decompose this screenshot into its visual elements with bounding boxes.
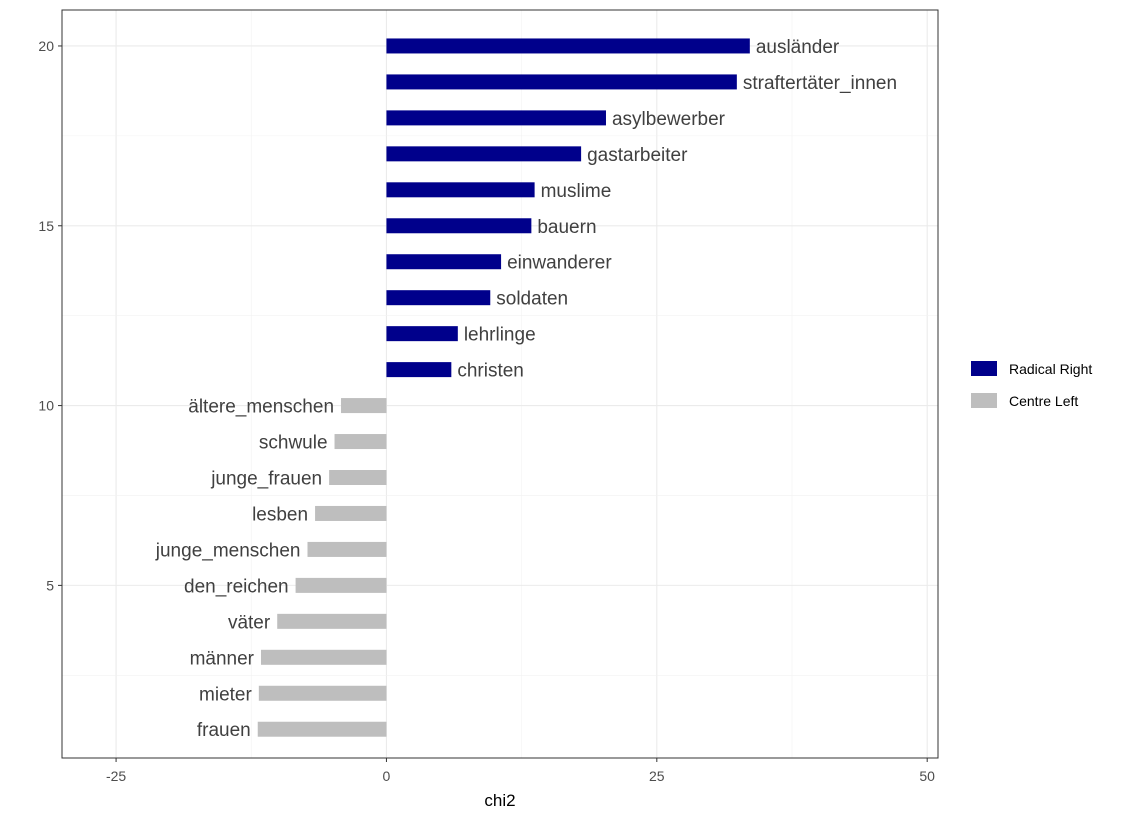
y-tick-label: 5 bbox=[46, 577, 54, 593]
bar bbox=[386, 218, 532, 234]
y-tick-label: 20 bbox=[38, 38, 54, 54]
x-tick-label: 50 bbox=[919, 768, 935, 784]
bar bbox=[386, 74, 737, 90]
bar-label: mieter bbox=[199, 684, 252, 705]
bar-label: bauern bbox=[537, 217, 596, 238]
bar-label: ältere_menschen bbox=[188, 397, 334, 418]
bars bbox=[257, 38, 750, 737]
bar bbox=[334, 434, 387, 450]
x-tick-label: -25 bbox=[106, 768, 126, 784]
y-tick-label: 10 bbox=[38, 398, 54, 414]
x-tick-label: 0 bbox=[383, 768, 391, 784]
bar-label: ausländer bbox=[756, 37, 840, 58]
bar bbox=[329, 470, 387, 485]
bar bbox=[307, 541, 387, 557]
bar-label: christen bbox=[457, 361, 524, 382]
panel-border bbox=[61, 9, 939, 759]
bar-labels: ausländer straftertäter_innen asylbewerber… bbox=[155, 37, 897, 741]
legend-key bbox=[971, 361, 997, 376]
bar-label: schwule bbox=[259, 433, 328, 454]
bar-label: lesben bbox=[252, 504, 308, 525]
bar-label: väter bbox=[228, 612, 271, 633]
y-axis: 5 10 15 20 bbox=[38, 38, 62, 593]
bar bbox=[386, 290, 491, 306]
legend: Radical Right Centre Left bbox=[971, 361, 1092, 409]
bar bbox=[258, 685, 387, 701]
bar bbox=[315, 505, 387, 521]
bar-label: straftertäter_innen bbox=[743, 73, 897, 94]
x-axis-title: chi2 bbox=[484, 791, 515, 810]
bar-label: junge_menschen bbox=[155, 540, 301, 561]
bar-label: muslime bbox=[541, 181, 612, 202]
bar bbox=[386, 182, 535, 198]
x-tick-label: 25 bbox=[649, 768, 665, 784]
bar bbox=[386, 254, 502, 270]
bar-label: einwanderer bbox=[507, 253, 612, 274]
bar bbox=[386, 146, 582, 162]
bar-label: asylbewerber bbox=[612, 109, 726, 130]
legend-label: Centre Left bbox=[1009, 393, 1078, 409]
bar bbox=[386, 110, 606, 126]
bar bbox=[257, 721, 387, 737]
bar bbox=[295, 577, 387, 593]
bar-label: gastarbeiter bbox=[587, 145, 688, 166]
bar-label: frauen bbox=[197, 720, 251, 741]
bar-label: junge_frauen bbox=[210, 469, 322, 490]
bar bbox=[386, 326, 458, 342]
bar bbox=[341, 398, 387, 414]
bar bbox=[260, 649, 387, 665]
bar-label: männer bbox=[190, 648, 255, 669]
legend-label: Radical Right bbox=[1009, 361, 1092, 377]
bar bbox=[386, 362, 452, 378]
bar bbox=[386, 38, 750, 54]
bar bbox=[277, 613, 387, 629]
y-tick-label: 15 bbox=[38, 218, 54, 234]
bar-label: soldaten bbox=[496, 289, 568, 310]
bar-label: lehrlinge bbox=[464, 325, 536, 346]
bar-label: den_reichen bbox=[184, 576, 289, 597]
x-axis: -25 0 25 50 bbox=[106, 758, 935, 784]
legend-key bbox=[971, 393, 997, 408]
